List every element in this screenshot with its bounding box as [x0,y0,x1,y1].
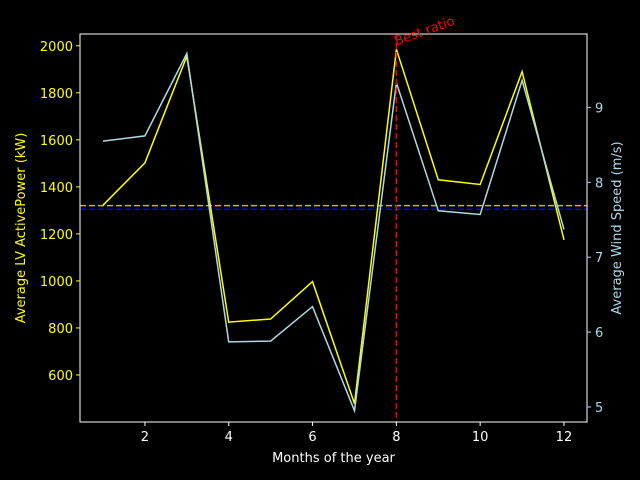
left-y-tick-label: 1600 [40,134,73,149]
x-tick-label: 8 [392,430,400,445]
left-y-axis-label: Average LV ActivePower (kW) [14,133,29,324]
chart-marks [80,34,587,422]
left-y-tick-label: 1200 [40,228,73,243]
left-y-tick-label: 1400 [40,181,73,196]
x-tick-label: 6 [308,430,316,445]
x-tick-label: 12 [556,430,573,445]
right-y-axis-label: Average Wind Speed (m/s) [610,141,625,314]
plot-frame [79,33,588,423]
x-tick-label: 4 [225,430,233,445]
right-y-tick-label: 9 [595,101,603,116]
x-axis-label: Months of the year [272,451,395,466]
left-y-tick-label: 1000 [40,275,73,290]
right-y-tick-label: 6 [595,326,603,341]
wind-series-line [102,51,565,414]
right-y-tick-label: 5 [595,401,603,416]
left-y-tick-label: 2000 [40,40,73,55]
left-y-tick-label: 600 [48,369,73,384]
x-tick-label: 10 [472,430,489,445]
right-y-tick-label: 7 [595,251,603,266]
chart-ticks: 2 4 6 8 10 12 600 800 1000 1200 1400 1600 1800 2000 5 6… [40,40,603,445]
right-y-tick-label: 8 [595,176,603,191]
left-y-tick-label: 800 [48,322,73,337]
power-series-line [102,49,565,404]
x-tick-label: 2 [141,430,149,445]
left-y-tick-label: 1800 [40,87,73,102]
